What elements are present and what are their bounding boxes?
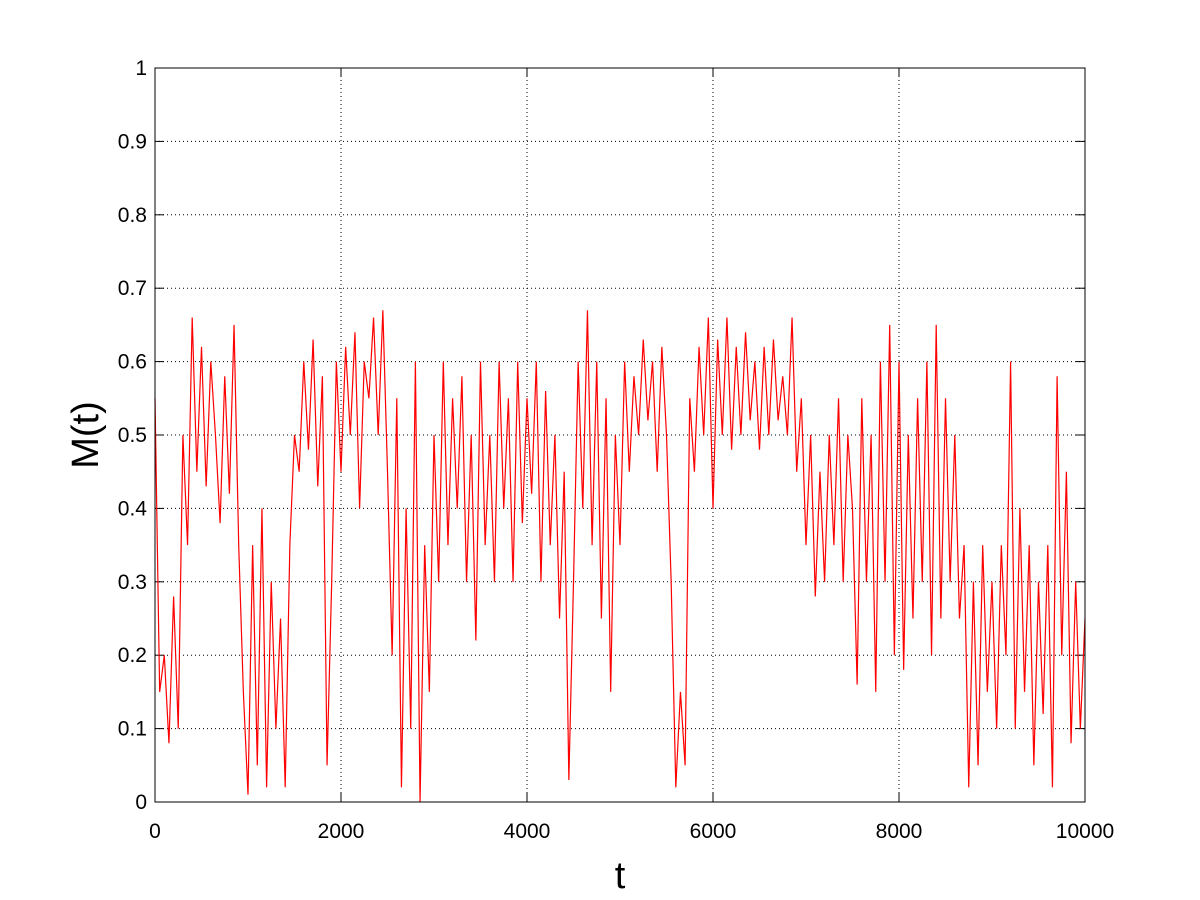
y-tick-label: 0.2: [118, 644, 147, 667]
x-tick-label: 6000: [690, 820, 737, 843]
x-axis-label: t: [615, 855, 626, 897]
y-tick-label: 0.5: [118, 424, 147, 447]
y-tick-label: 0.3: [118, 571, 147, 594]
y-tick-label: 0.6: [118, 351, 147, 374]
x-tick-label: 2000: [318, 820, 365, 843]
y-axis-label: M(t): [65, 401, 107, 469]
y-tick-label: 0.9: [118, 130, 147, 153]
y-tick-label: 0.1: [118, 718, 147, 741]
data-line: [154, 310, 1086, 803]
y-tick-label: 0: [135, 791, 147, 814]
y-tick-label: 1: [135, 57, 147, 80]
y-tick-label: 0.8: [118, 204, 147, 227]
x-tick-label: 8000: [876, 820, 923, 843]
x-tick-label: 4000: [504, 820, 551, 843]
x-tick-label: 0: [149, 820, 161, 843]
y-tick-label: 0.7: [118, 277, 147, 300]
axes-box: [154, 67, 1086, 803]
x-tick-label: 10000: [1056, 820, 1114, 843]
y-tick-label: 0.4: [118, 497, 148, 520]
